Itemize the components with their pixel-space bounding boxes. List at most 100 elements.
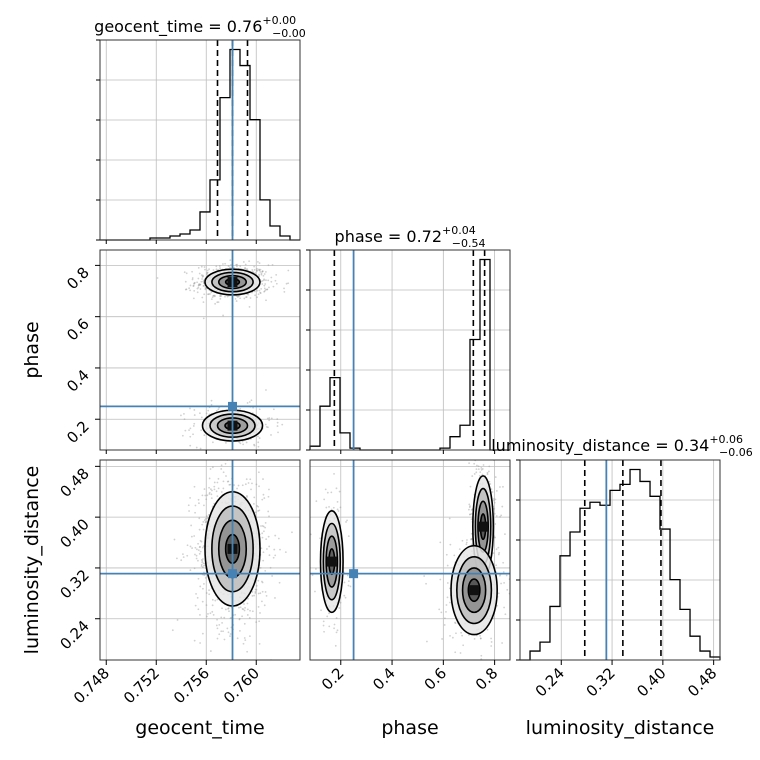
panel-title-luminosity-distance: luminosity_distance = 0.34+0.06 −0.06 (491, 433, 753, 459)
scatter-point (344, 596, 347, 599)
scatter-point (491, 491, 494, 493)
histogram-bin (610, 490, 620, 660)
scatter-point (206, 494, 209, 497)
scatter-point (466, 539, 468, 541)
scatter-point (193, 639, 196, 642)
scatter-point (258, 620, 261, 623)
scatter-point (276, 425, 279, 427)
scatter-point (270, 276, 273, 279)
scatter-point (211, 466, 214, 469)
scatter-point (503, 606, 505, 609)
scatter-point (209, 488, 212, 491)
scatter-point (193, 567, 196, 570)
scatter-point (520, 584, 522, 586)
scatter-point (243, 603, 245, 605)
scatter-point (248, 260, 251, 263)
scatter-point (480, 467, 483, 469)
scatter-point (251, 268, 254, 271)
histogram-bin (230, 50, 240, 240)
scatter-point (333, 627, 335, 630)
scatter-point (256, 270, 258, 272)
scatter-point (258, 262, 261, 265)
scatter-point (260, 525, 262, 527)
scatter-point (220, 630, 223, 633)
scatter-point (497, 546, 500, 549)
scatter-point (488, 480, 491, 483)
scatter-point (197, 608, 200, 611)
scatter-point (209, 612, 212, 615)
scatter-point (195, 554, 198, 557)
scatter-point (257, 579, 260, 582)
scatter-point (208, 486, 210, 489)
scatter-point (173, 538, 176, 541)
scatter-point (275, 273, 278, 276)
scatter-point (213, 294, 216, 297)
histogram-bin (450, 437, 460, 450)
scatter-point (470, 538, 472, 541)
scatter-point (480, 468, 483, 471)
panel-distance-histogram: luminosity_distance = 0.34+0.06 −0.06 (491, 433, 753, 661)
scatter-point (254, 588, 257, 591)
scatter-point (311, 574, 314, 577)
y-tick-label-phase: 0.6 (63, 315, 93, 345)
scatter-point (201, 278, 203, 280)
scatter-point (250, 488, 252, 491)
scatter-point (473, 462, 476, 465)
scatter-point (455, 632, 457, 635)
scatter-point (261, 279, 264, 282)
scatter-point (217, 477, 220, 480)
scatter-point (221, 607, 223, 610)
scatter-point (196, 596, 199, 599)
scatter-point (208, 268, 210, 271)
scatter-point (498, 574, 501, 577)
scatter-point (439, 541, 442, 544)
scatter-point (250, 399, 253, 402)
scatter-point (200, 280, 203, 283)
scatter-point (197, 577, 200, 580)
scatter-point (264, 289, 267, 291)
scatter-point (203, 284, 205, 287)
density-group (100, 250, 300, 450)
scatter-point (227, 631, 230, 634)
scatter-point (469, 505, 471, 507)
x-tick-label-phase: 0.8 (472, 664, 502, 694)
scatter-point (193, 422, 196, 425)
scatter-point (246, 268, 249, 271)
scatter-point (258, 273, 260, 276)
scatter-point (202, 566, 204, 569)
scatter-point (211, 610, 214, 613)
scatter-point (182, 556, 185, 559)
scatter-point (199, 539, 202, 542)
scatter-point (478, 451, 480, 453)
scatter-point (499, 515, 502, 518)
scatter-point (261, 270, 264, 273)
histogram-bin (650, 496, 660, 660)
scatter-point (287, 282, 290, 285)
histogram-bin (180, 234, 190, 240)
scatter-point (204, 494, 207, 497)
scatter-point (333, 472, 335, 475)
scatter-point (208, 593, 211, 596)
scatter-point (495, 489, 498, 492)
scatter-point (276, 418, 279, 420)
histogram-bin (250, 120, 260, 240)
scatter-point (180, 414, 182, 417)
scatter-point (271, 263, 274, 266)
panel-frame (99, 459, 301, 661)
histogram-marks (309, 250, 510, 451)
scatter-point (248, 401, 251, 403)
scatter-point (441, 638, 443, 640)
scatter-point (260, 280, 263, 283)
scatter-point (251, 482, 253, 485)
scatter-point (261, 580, 263, 583)
histogram-bin (670, 580, 680, 660)
scatter-point (199, 614, 201, 616)
x-tick-label-luminosity-distance: 0.40 (633, 664, 669, 700)
scatter-point (258, 289, 261, 292)
scatter-point (259, 268, 262, 271)
scatter-point (189, 435, 192, 438)
scatter-point (198, 517, 201, 520)
histogram-bin (320, 406, 330, 450)
truth-marker (228, 569, 237, 579)
scatter-point (446, 582, 449, 584)
